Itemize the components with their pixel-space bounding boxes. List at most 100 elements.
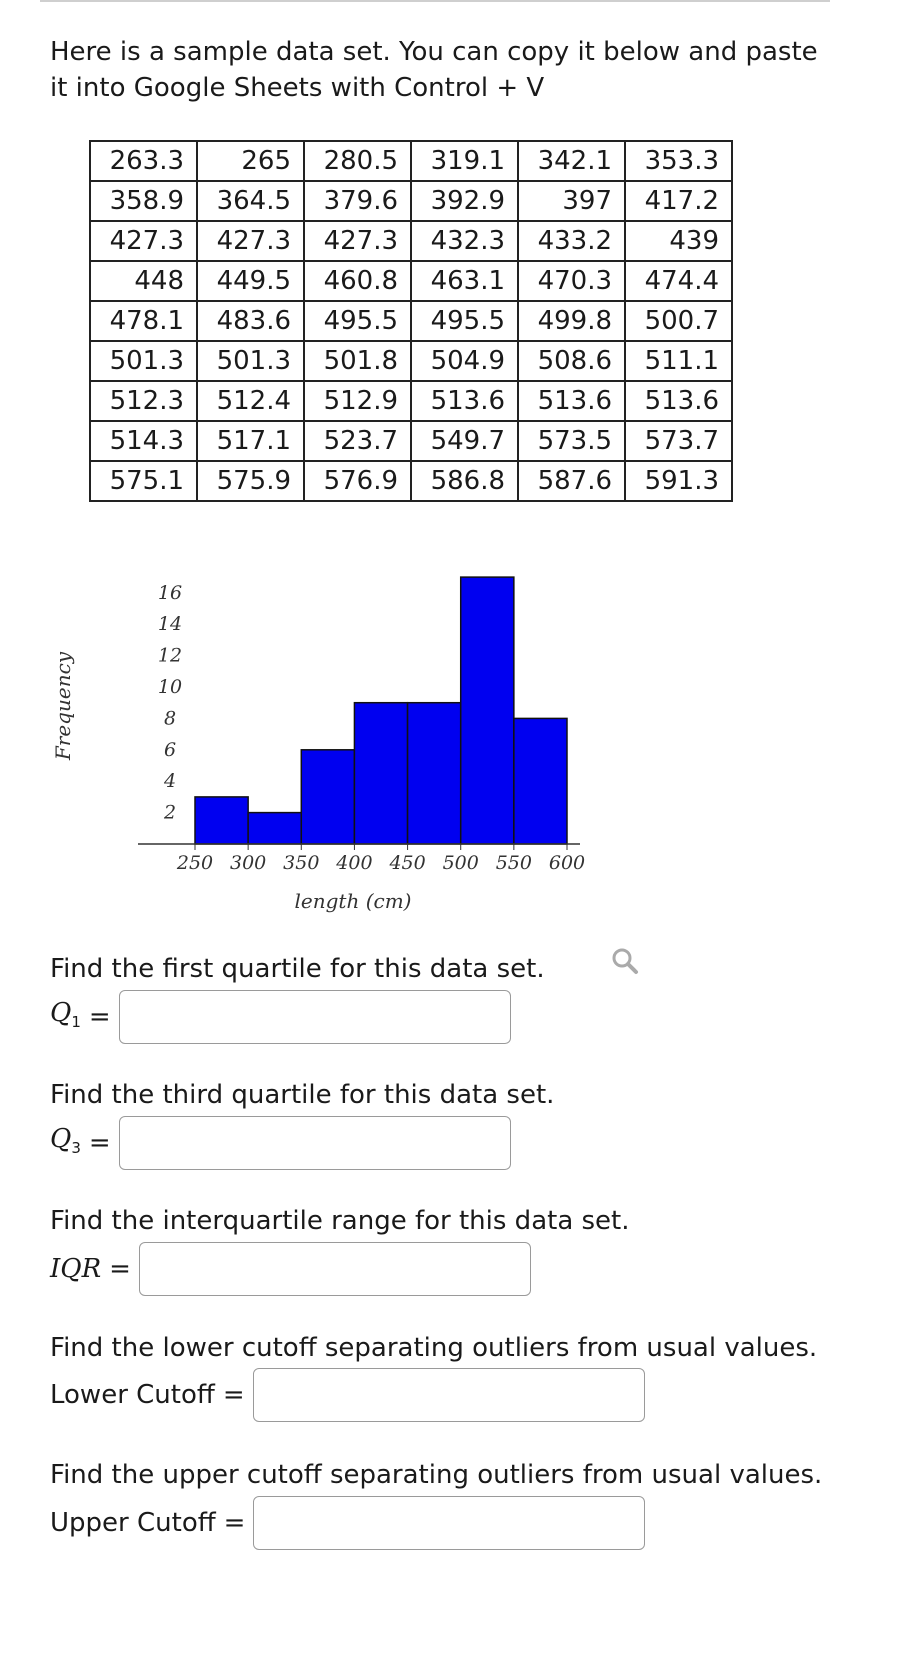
table-row: 478.1 483.6 495.5 495.5 499.8 500.7 [89,300,733,342]
histogram-bar [513,717,568,845]
table-cell: 417.2 [624,180,733,222]
equals-sign: = [222,1380,245,1410]
table-row: 448 449.5 460.8 463.1 470.3 474.4 [89,260,733,302]
q3-label: Q3 [50,1123,81,1157]
table-cell: 319.1 [410,140,519,182]
y-tick-label: 16 [158,582,182,604]
q1-answer-row: Q1 = [50,988,511,1046]
table-cell: 427.3 [89,220,198,262]
q1-input[interactable] [118,990,511,1044]
histogram-bar [194,796,249,845]
table-cell: 342.1 [517,140,626,182]
q1-label: Q1 [50,997,81,1031]
table-cell: 513.6 [410,380,519,422]
y-tick-label: 10 [158,676,182,698]
equals-sign: = [223,1508,246,1538]
table-cell: 523.7 [303,420,412,462]
iqr-prompt: Find the interquartile range for this da… [50,1206,630,1236]
iqr-answer-row: IQR = [50,1240,531,1298]
table-cell: 508.6 [517,340,626,382]
q3-prompt: Find the third quartile for this data se… [50,1080,555,1110]
iqr-input[interactable] [138,1242,531,1296]
histogram-bar [247,811,303,845]
lower-cutoff-input[interactable] [252,1368,645,1422]
y-tick-label: 2 [163,802,176,824]
equals-sign: = [109,1254,131,1284]
table-cell: 501.3 [196,340,305,382]
lower-cutoff-answer-row: Lower Cutoff = [50,1366,645,1424]
table-cell: 478.1 [89,300,198,342]
lower-cutoff-label: Lower Cutoff [50,1380,215,1410]
upper-cutoff-input[interactable] [253,1496,646,1550]
table-cell: 576.9 [303,460,412,502]
upper-cutoff-prompt: Find the upper cutoff separating outlier… [50,1460,823,1490]
table-row: 358.9 364.5 379.6 392.9 397 417.2 [89,180,733,222]
table-row: 501.3 501.3 501.8 504.9 508.6 511.1 [89,340,733,382]
table-cell: 463.1 [410,260,519,302]
table-cell: 364.5 [196,180,305,222]
y-tick-label: 8 [164,707,176,729]
table-row: 514.3 517.1 523.7 549.7 573.5 573.7 [89,420,733,462]
table-cell: 517.1 [196,420,305,462]
x-tick-label: 450 [388,852,425,874]
equals-sign: = [88,1002,111,1032]
upper-cutoff-answer-row: Upper Cutoff = [50,1494,646,1552]
table-cell: 513.6 [624,380,733,422]
y-tick-label: 12 [158,645,182,667]
instructions-text: Here is a sample data set. You can copy … [50,37,818,103]
table-row: 427.3 427.3 427.3 432.3 433.2 439 [89,220,733,262]
table-cell: 439 [624,220,733,262]
table-cell: 512.4 [196,380,305,422]
table-cell: 549.7 [410,420,519,462]
x-tick-label: 300 [230,852,266,874]
table-cell: 501.3 [89,340,198,382]
y-tick-label: 4 [163,770,176,792]
x-tick-label: 400 [335,852,372,874]
table-cell: 483.6 [196,300,305,342]
table-cell: 470.3 [517,260,626,302]
table-cell: 460.8 [303,260,412,302]
x-axis-label: length (cm) [295,889,412,913]
histogram-bar [459,576,515,845]
table-cell: 575.1 [89,460,198,502]
table-cell: 379.6 [303,180,412,222]
table-cell: 591.3 [624,460,733,502]
table-cell: 513.6 [517,380,626,422]
table-row: 263.3 265 280.5 319.1 342.1 353.3 [89,140,733,182]
table-cell: 575.9 [196,460,305,502]
table-cell: 495.5 [410,300,519,342]
iqr-label: IQR [50,1254,102,1284]
table-cell: 432.3 [410,220,519,262]
x-tick-label: 500 [443,852,479,874]
histogram-bar [406,701,462,845]
table-cell: 353.3 [624,140,733,182]
equals-sign: = [88,1128,111,1158]
table-cell: 280.5 [303,140,412,182]
table-cell: 263.3 [89,140,198,182]
table-cell: 474.4 [624,260,733,302]
y-tick-label: 6 [164,739,176,761]
x-tick-label: 350 [283,852,319,874]
q3-input[interactable] [118,1116,511,1170]
table-cell: 392.9 [410,180,519,222]
table-cell: 427.3 [196,220,305,262]
table-cell: 265 [196,140,305,182]
data-table: 263.3 265 280.5 319.1 342.1 353.3 358.9 364.5 37… [89,140,733,502]
table-cell: 495.5 [303,300,412,342]
table-cell: 501.8 [303,340,412,382]
table-cell: 573.5 [517,420,626,462]
table-cell: 499.8 [517,300,626,342]
top-divider [40,0,830,2]
table-cell: 512.9 [303,380,412,422]
table-cell: 397 [517,180,626,222]
table-cell: 512.3 [89,380,198,422]
q3-answer-row: Q3 = [50,1114,511,1172]
histogram-bar [300,749,356,845]
table-cell: 514.3 [89,420,198,462]
table-cell: 586.8 [410,460,519,502]
table-cell: 500.7 [624,300,733,342]
table-cell: 427.3 [303,220,412,262]
table-cell: 504.9 [410,340,519,382]
magnifier-icon[interactable] [610,946,640,976]
lower-cutoff-prompt: Find the lower cutoff separating outlier… [50,1333,818,1363]
